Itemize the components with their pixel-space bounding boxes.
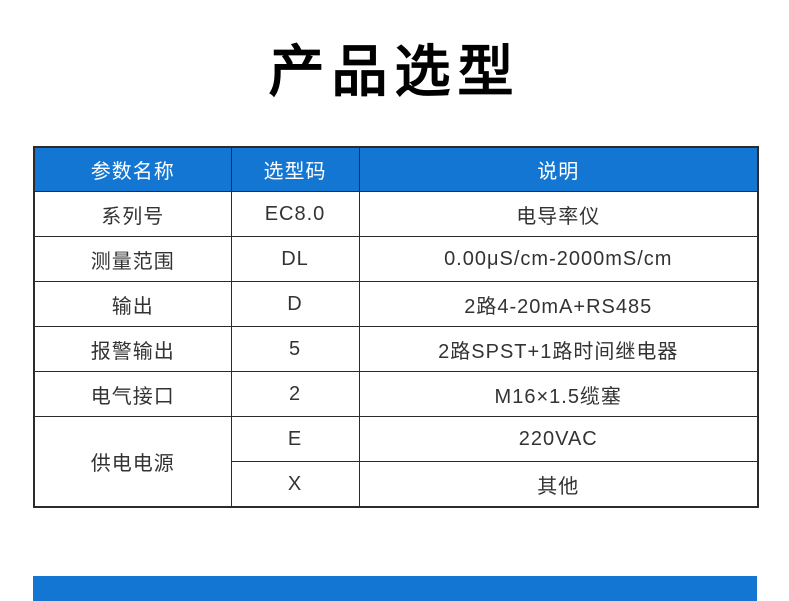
code-cell: DL — [230, 236, 360, 282]
code-cell: EC8.0 — [230, 191, 360, 237]
table-row: 系列号 EC8.0 电导率仪 — [33, 191, 759, 237]
table-row: X 其他 — [34, 461, 759, 508]
desc-cell: M16×1.5缆塞 — [358, 371, 759, 417]
desc-cell: 其他 — [358, 461, 759, 508]
code-cell: 5 — [230, 326, 360, 372]
table-row: 测量范围 DL 0.00μS/cm-2000mS/cm — [33, 236, 759, 282]
desc-cell: 0.00μS/cm-2000mS/cm — [358, 236, 759, 282]
param-cell: 测量范围 — [33, 236, 232, 282]
desc-cell: 2路4-20mA+RS485 — [358, 281, 759, 327]
table-row: 供电电源 E 220VAC — [33, 416, 759, 508]
desc-cell: 220VAC — [358, 416, 759, 462]
code-cell: D — [230, 281, 360, 327]
param-cell: 报警输出 — [33, 326, 232, 372]
table-row: 输出 D 2路4-20mA+RS485 — [33, 281, 759, 327]
table-row: 电气接口 2 M16×1.5缆塞 — [33, 371, 759, 417]
param-cell-merged: 供电电源 — [33, 416, 232, 508]
desc-cell: 2路SPST+1路时间继电器 — [358, 326, 759, 372]
code-cell: E — [230, 416, 360, 462]
code-cell: 2 — [230, 371, 360, 417]
desc-cell: 电导率仪 — [358, 191, 759, 237]
param-cell: 输出 — [33, 281, 232, 327]
table-header-row: 参数名称 选型码 说明 — [33, 146, 759, 192]
page-title: 产品选型 — [268, 40, 521, 103]
footer-decoration-bar — [33, 576, 757, 601]
selection-table: 参数名称 选型码 说明 系列号 EC8.0 电导率仪 测量范围 DL 0.00μ… — [33, 146, 759, 508]
header-cell-param: 参数名称 — [33, 146, 232, 192]
code-cell: X — [230, 461, 360, 508]
header-cell-code: 选型码 — [230, 146, 360, 192]
param-cell: 系列号 — [33, 191, 232, 237]
param-cell: 电气接口 — [33, 371, 232, 417]
table-row: 报警输出 5 2路SPST+1路时间继电器 — [33, 326, 759, 372]
header-cell-desc: 说明 — [358, 146, 759, 192]
